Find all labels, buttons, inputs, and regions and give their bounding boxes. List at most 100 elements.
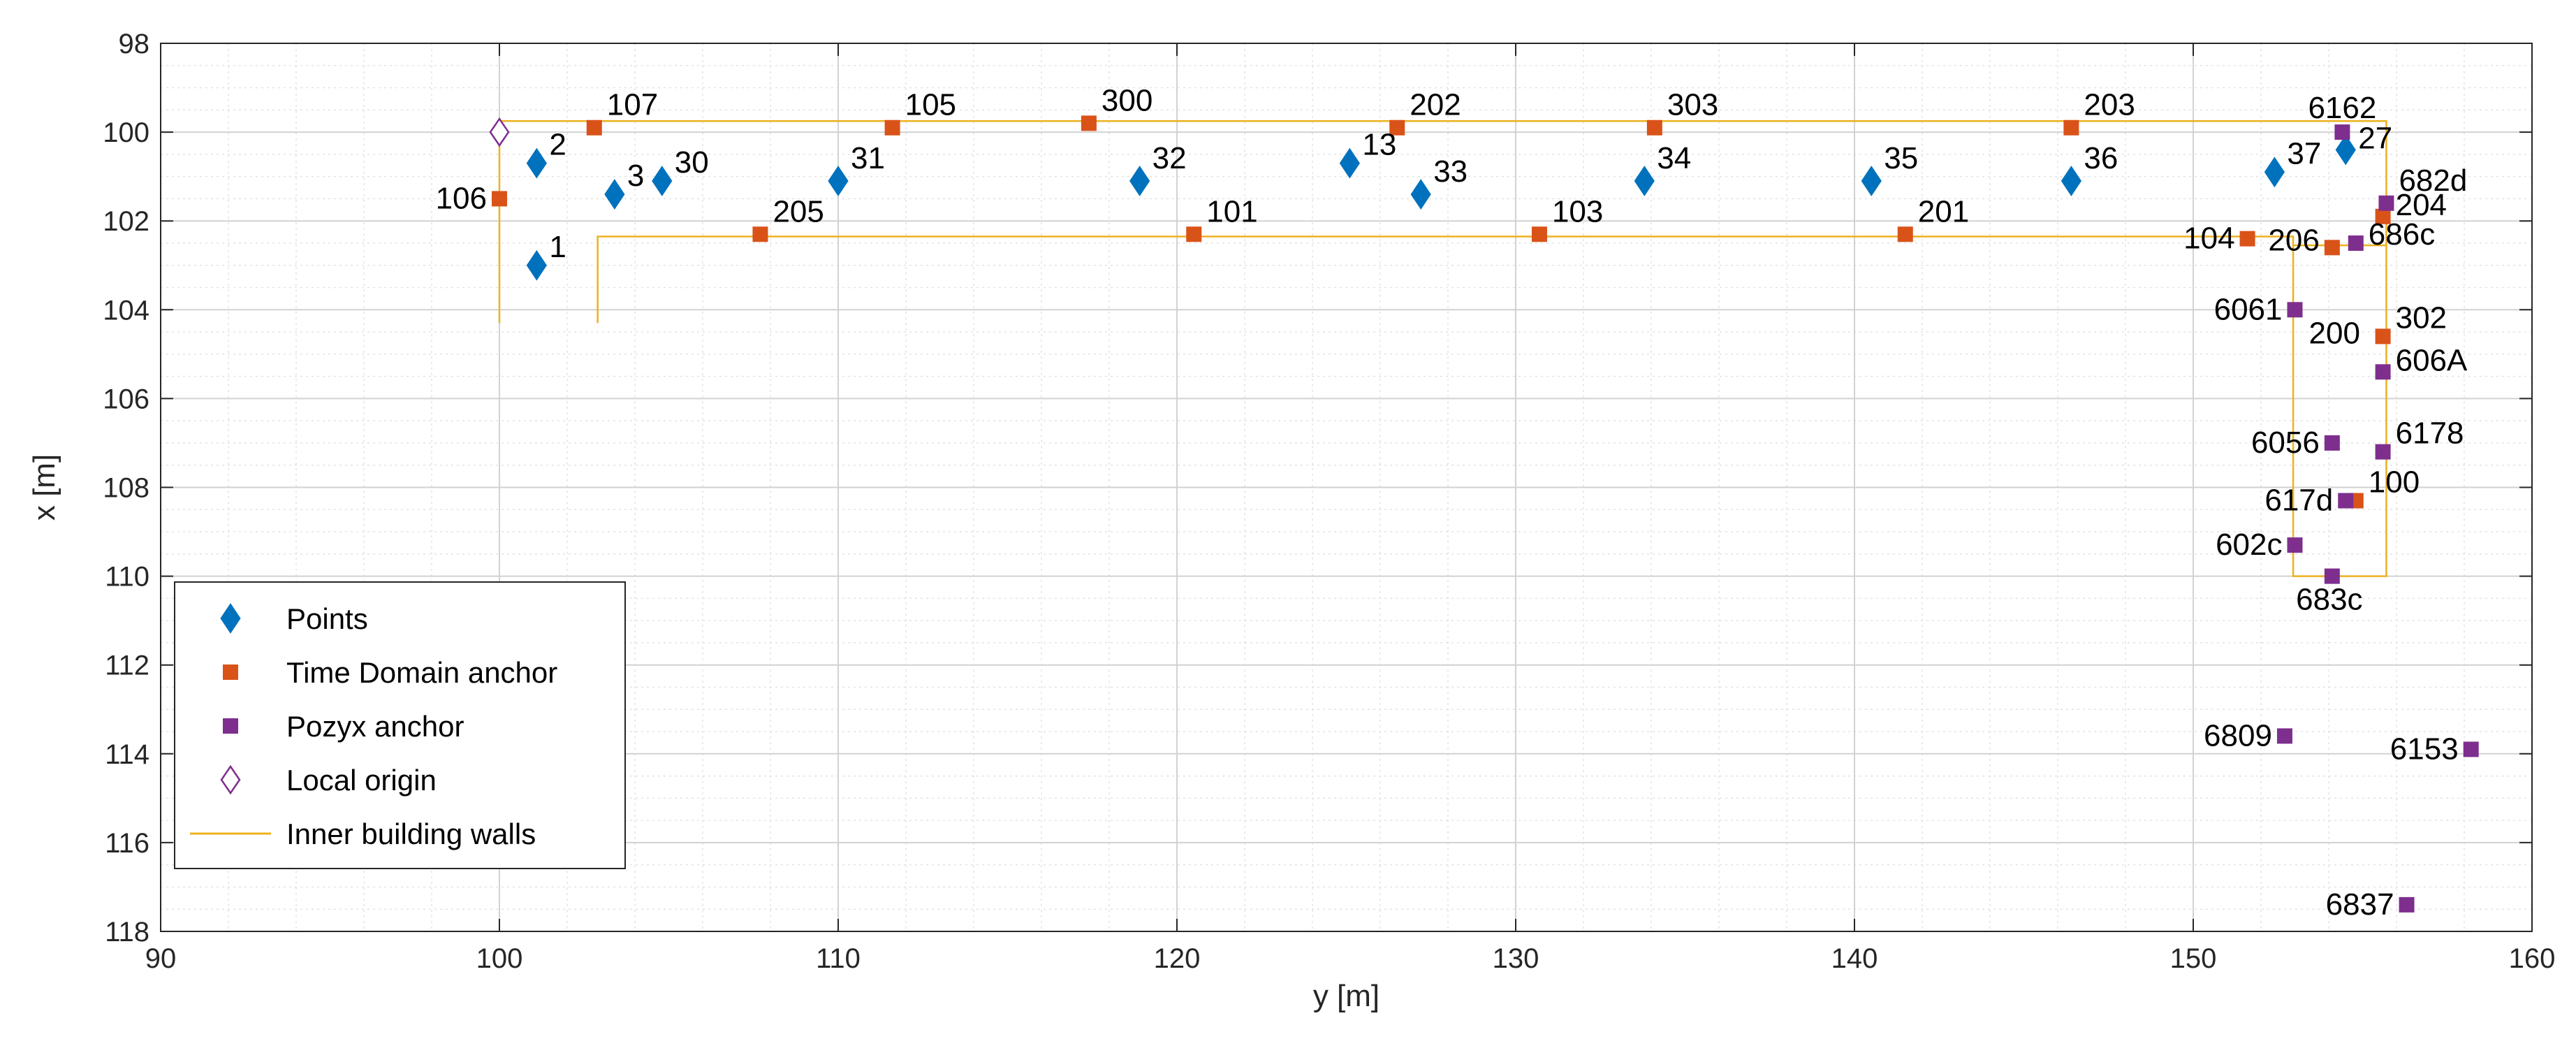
point-label: 203 bbox=[2084, 88, 2135, 122]
legend-label: Time Domain anchor bbox=[286, 656, 557, 689]
marker-points bbox=[526, 249, 547, 281]
marker-time_domain bbox=[1389, 119, 1405, 136]
legend-label: Points bbox=[286, 602, 368, 635]
marker-time_domain bbox=[1081, 115, 1097, 131]
data-markers bbox=[489, 115, 2479, 913]
point-label: 107 bbox=[607, 88, 658, 122]
marker-pozyx bbox=[2287, 537, 2303, 553]
x-tick-label: 100 bbox=[476, 943, 523, 974]
point-label: 33 bbox=[1433, 154, 1468, 189]
legend-label: Local origin bbox=[286, 764, 437, 797]
x-axis-label: y [m] bbox=[1313, 979, 1380, 1013]
marker-pozyx bbox=[2375, 444, 2391, 460]
marker-pozyx bbox=[2334, 124, 2350, 140]
marker-points bbox=[1861, 166, 1882, 196]
point-label: 36 bbox=[2084, 141, 2118, 175]
point-label: 206 bbox=[2268, 223, 2319, 257]
point-label: 6056 bbox=[2251, 426, 2320, 460]
point-label: 201 bbox=[1918, 194, 1969, 228]
marker-pozyx bbox=[2324, 435, 2340, 451]
point-label: 682d bbox=[2399, 164, 2467, 198]
x-tick-label: 120 bbox=[1154, 943, 1201, 974]
marker-pozyx bbox=[2378, 195, 2394, 211]
y-tick-label: 106 bbox=[103, 384, 149, 414]
marker-points bbox=[652, 166, 673, 196]
marker-time_domain bbox=[1646, 119, 1662, 136]
point-label: 202 bbox=[1410, 88, 1461, 122]
marker-points bbox=[2335, 134, 2356, 166]
point-label: 683c bbox=[2296, 583, 2362, 617]
point-label: 32 bbox=[1152, 141, 1187, 175]
point-label: 106 bbox=[436, 181, 487, 215]
point-label: 3 bbox=[627, 159, 644, 193]
point-label: 302 bbox=[2396, 300, 2447, 335]
y-tick-label: 102 bbox=[103, 206, 149, 237]
point-label: 101 bbox=[1206, 194, 1257, 228]
point-label: 30 bbox=[675, 145, 709, 180]
marker-time_domain bbox=[2063, 119, 2079, 136]
point-label: 27 bbox=[2358, 122, 2392, 156]
point-label: 13 bbox=[1362, 128, 1396, 162]
point-label: 204 bbox=[2396, 188, 2447, 222]
marker-pozyx bbox=[2287, 302, 2303, 318]
point-label: 686c bbox=[2369, 217, 2435, 252]
marker-time_domain bbox=[1531, 226, 1547, 242]
legend-label: Inner building walls bbox=[286, 818, 536, 850]
point-label: 31 bbox=[851, 141, 885, 175]
marker-origin bbox=[489, 117, 510, 147]
marker-time_domain bbox=[2239, 231, 2255, 247]
point-label: 300 bbox=[1102, 83, 1152, 117]
point-label: 1 bbox=[549, 230, 566, 264]
y-tick-label: 110 bbox=[105, 562, 149, 593]
marker-pozyx bbox=[2324, 568, 2340, 584]
point-label: 2 bbox=[549, 128, 566, 162]
y-tick-label: 112 bbox=[105, 651, 149, 681]
point-label: 6178 bbox=[2396, 416, 2464, 451]
point-label: 6153 bbox=[2390, 732, 2459, 766]
marker-pozyx bbox=[2463, 741, 2479, 757]
point-label: 6061 bbox=[2214, 292, 2283, 326]
legend-marker-origin bbox=[220, 764, 241, 795]
marker-time_domain bbox=[586, 119, 602, 136]
point-label: 6809 bbox=[2204, 718, 2272, 753]
marker-points bbox=[1339, 147, 1360, 179]
marker-pozyx bbox=[2375, 364, 2391, 380]
marker-pozyx bbox=[2338, 493, 2354, 509]
point-label: 35 bbox=[1884, 141, 1918, 175]
marker-points bbox=[2061, 166, 2082, 196]
marker-pozyx bbox=[2348, 235, 2364, 251]
x-tick-label: 160 bbox=[2509, 943, 2556, 974]
y-tick-label: 116 bbox=[105, 828, 149, 859]
point-label: 205 bbox=[773, 194, 824, 228]
marker-points bbox=[1129, 166, 1150, 196]
marker-points bbox=[2264, 157, 2285, 188]
y-axis-label: x [m] bbox=[27, 454, 61, 521]
x-tick-label: 140 bbox=[1831, 943, 1878, 974]
y-tick-label: 104 bbox=[103, 295, 149, 326]
legend-box bbox=[174, 581, 626, 869]
marker-points bbox=[828, 166, 849, 196]
marker-pozyx bbox=[2276, 728, 2292, 744]
marker-points bbox=[1634, 166, 1655, 196]
marker-time_domain bbox=[492, 191, 507, 207]
point-label: 37 bbox=[2287, 136, 2321, 170]
marker-time_domain bbox=[1186, 226, 1202, 242]
x-tick-label: 90 bbox=[145, 943, 177, 974]
y-tick-label: 118 bbox=[105, 917, 149, 947]
legend: Points Time Domain anchor Pozyx anchor Loca… bbox=[174, 581, 626, 869]
y-tick-label: 114 bbox=[105, 739, 149, 770]
marker-time_domain bbox=[2375, 328, 2391, 344]
point-label: 103 bbox=[1552, 194, 1603, 228]
marker-points bbox=[526, 147, 547, 179]
marker-time_domain bbox=[752, 226, 768, 242]
point-labels: 1 2 3 30 31 32 13 33 34 35 36 37 27 106 107 105 300 202 30… bbox=[436, 83, 2468, 921]
point-label: 104 bbox=[2183, 221, 2234, 256]
y-tick-label: 100 bbox=[103, 117, 149, 148]
marker-points bbox=[604, 179, 625, 210]
y-tick-label: 108 bbox=[103, 473, 149, 504]
point-label: 34 bbox=[1657, 141, 1691, 175]
point-label: 303 bbox=[1667, 88, 1718, 122]
point-label: 602c bbox=[2216, 528, 2282, 562]
